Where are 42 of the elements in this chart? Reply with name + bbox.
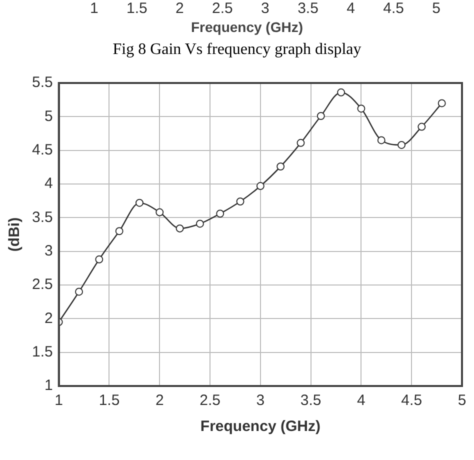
y-tick-label: 5.5: [32, 74, 53, 92]
y-tick-label: 2.5: [32, 276, 53, 294]
point: [357, 104, 366, 113]
x-tick-label: 4.5: [401, 392, 422, 410]
x-tick-label: 3.5: [300, 392, 322, 410]
y-tick-label: 4.5: [32, 141, 53, 158]
point: [316, 112, 325, 120]
x-axis-title: Frequency (GHz): [200, 418, 320, 436]
point: [176, 224, 184, 232]
point: [418, 122, 426, 131]
point: [196, 220, 204, 228]
y-tick-label: 4: [44, 175, 53, 192]
x-tick-label: 2: [155, 392, 164, 410]
x-tick-label: 5: [458, 392, 466, 410]
y-tick-label: 1: [44, 377, 53, 394]
point: [296, 138, 305, 147]
point: [135, 198, 144, 207]
x-tick-label: 1.5: [98, 392, 120, 410]
y-tick-label: 5: [44, 108, 53, 125]
text: Frequency (GHz): [190, 18, 304, 36]
x-tick-label: 4: [357, 392, 366, 410]
point: [75, 288, 84, 296]
text: 1 1.5 2 2.5 3 3.5 4 4.5 5: [89, 0, 442, 18]
x-tick-label: 3: [256, 392, 265, 410]
point: [337, 88, 346, 96]
y-tick-label: 3: [44, 242, 53, 260]
point: [276, 162, 285, 170]
caption: Fig 8 Gain Vs frequency graph display: [112, 40, 362, 60]
y-axis-title: (dBi): [6, 217, 24, 252]
point: [438, 99, 446, 108]
y-tick-label: 3.5: [32, 208, 53, 226]
point: [236, 198, 244, 206]
point: [256, 182, 264, 190]
point: [398, 140, 406, 149]
point: [115, 227, 124, 236]
point: [216, 210, 224, 218]
point: [156, 208, 164, 216]
point: [377, 136, 386, 144]
y-tick-label: 2: [44, 310, 53, 327]
y-tick-label: 1.5: [32, 343, 53, 360]
point: [95, 255, 104, 264]
x-tick-label: 2.5: [200, 392, 220, 410]
